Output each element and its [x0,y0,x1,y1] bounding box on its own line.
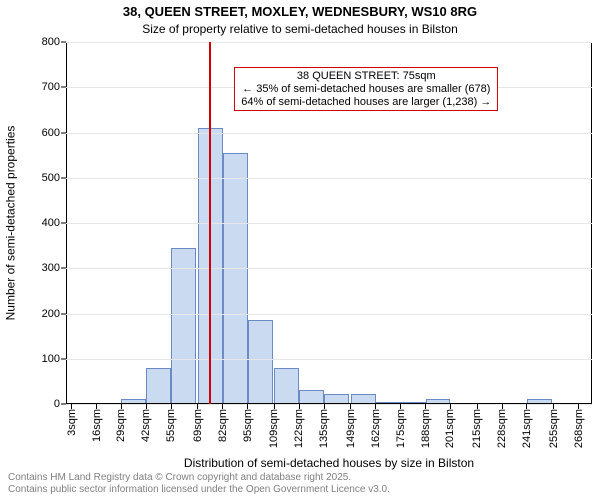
y-axis-label: Number of semi-detached properties [0,42,30,404]
footer-line-1: Contains HM Land Registry data © Crown c… [8,472,390,484]
y-tick-label: 500 [42,172,60,184]
histogram-bar [248,320,273,404]
y-tick-mark [61,358,66,359]
y-tick-label: 600 [42,127,60,139]
footer: Contains HM Land Registry data © Crown c… [8,472,390,496]
y-tick-label: 200 [42,308,60,320]
x-tick-label: 228sqm [496,409,508,448]
histogram-bar [171,248,196,404]
figure: 38, QUEEN STREET, MOXLEY, WEDNESBURY, WS… [0,0,600,500]
x-axis-label: Distribution of semi-detached houses by … [66,456,592,470]
annotation-line: ← 35% of semi-detached houses are smalle… [241,83,491,96]
gridline [66,178,592,179]
y-tick-label: 300 [42,262,60,274]
x-tick-label: 135sqm [318,409,330,448]
y-tick-mark [61,177,66,178]
plot-area: 010020030040050060070080038 QUEEN STREET… [66,42,592,404]
x-tick-label: 268sqm [573,409,585,448]
y-tick-mark [61,268,66,269]
gridline [66,42,592,43]
y-tick-label: 700 [42,81,60,93]
marker-line [209,42,211,404]
y-tick-mark [61,313,66,314]
x-tick-label: 122sqm [293,409,305,448]
x-tick-label: 29sqm [115,409,127,442]
y-axis-label-text: Number of semi-detached properties [3,126,17,321]
histogram-bar [324,394,349,404]
annotation-line: 38 QUEEN STREET: 75sqm [241,70,491,83]
histogram-bar [351,394,376,404]
x-tick-label: 215sqm [471,409,483,448]
x-tick-label: 109sqm [268,409,280,448]
x-tick-label: 16sqm [91,409,103,442]
title-line-1: 38, QUEEN STREET, MOXLEY, WEDNESBURY, WS… [0,4,600,19]
y-tick-label: 400 [42,217,60,229]
x-tick-label: 95sqm [242,409,254,442]
y-tick-label: 100 [42,353,60,365]
annotation-line: 64% of semi-detached houses are larger (… [241,96,491,109]
footer-line-2: Contains public sector information licen… [8,484,390,496]
y-tick-mark [61,223,66,224]
title-line-2: Size of property relative to semi-detach… [0,22,600,36]
x-tick-label: 149sqm [345,409,357,448]
histogram-bar [146,368,171,404]
y-tick-mark [61,132,66,133]
gridline [66,314,592,315]
annotation-box: 38 QUEEN STREET: 75sqm← 35% of semi-deta… [234,67,498,111]
y-tick-mark [61,404,66,405]
histogram-bar [299,390,324,404]
x-tick-label: 241sqm [521,409,533,448]
gridline [66,268,592,269]
x-tick-label: 55sqm [165,409,177,442]
y-tick-label: 0 [54,398,60,410]
x-tick-label: 42sqm [140,409,152,442]
x-tick-label: 175sqm [395,409,407,448]
x-tick-label: 162sqm [370,409,382,448]
x-tick-label: 188sqm [420,409,432,448]
y-tick-mark [61,87,66,88]
y-tick-label: 800 [42,36,60,48]
x-tick-label: 255sqm [548,409,560,448]
x-tick-label: 3sqm [66,409,78,436]
x-tick-label: 69sqm [192,409,204,442]
gridline [66,359,592,360]
gridline [66,223,592,224]
y-tick-mark [61,42,66,43]
histogram-bar [274,368,299,404]
x-tick-label: 201sqm [444,409,456,448]
histogram-bar [223,153,248,404]
gridline [66,133,592,134]
x-tick-label: 82sqm [217,409,229,442]
